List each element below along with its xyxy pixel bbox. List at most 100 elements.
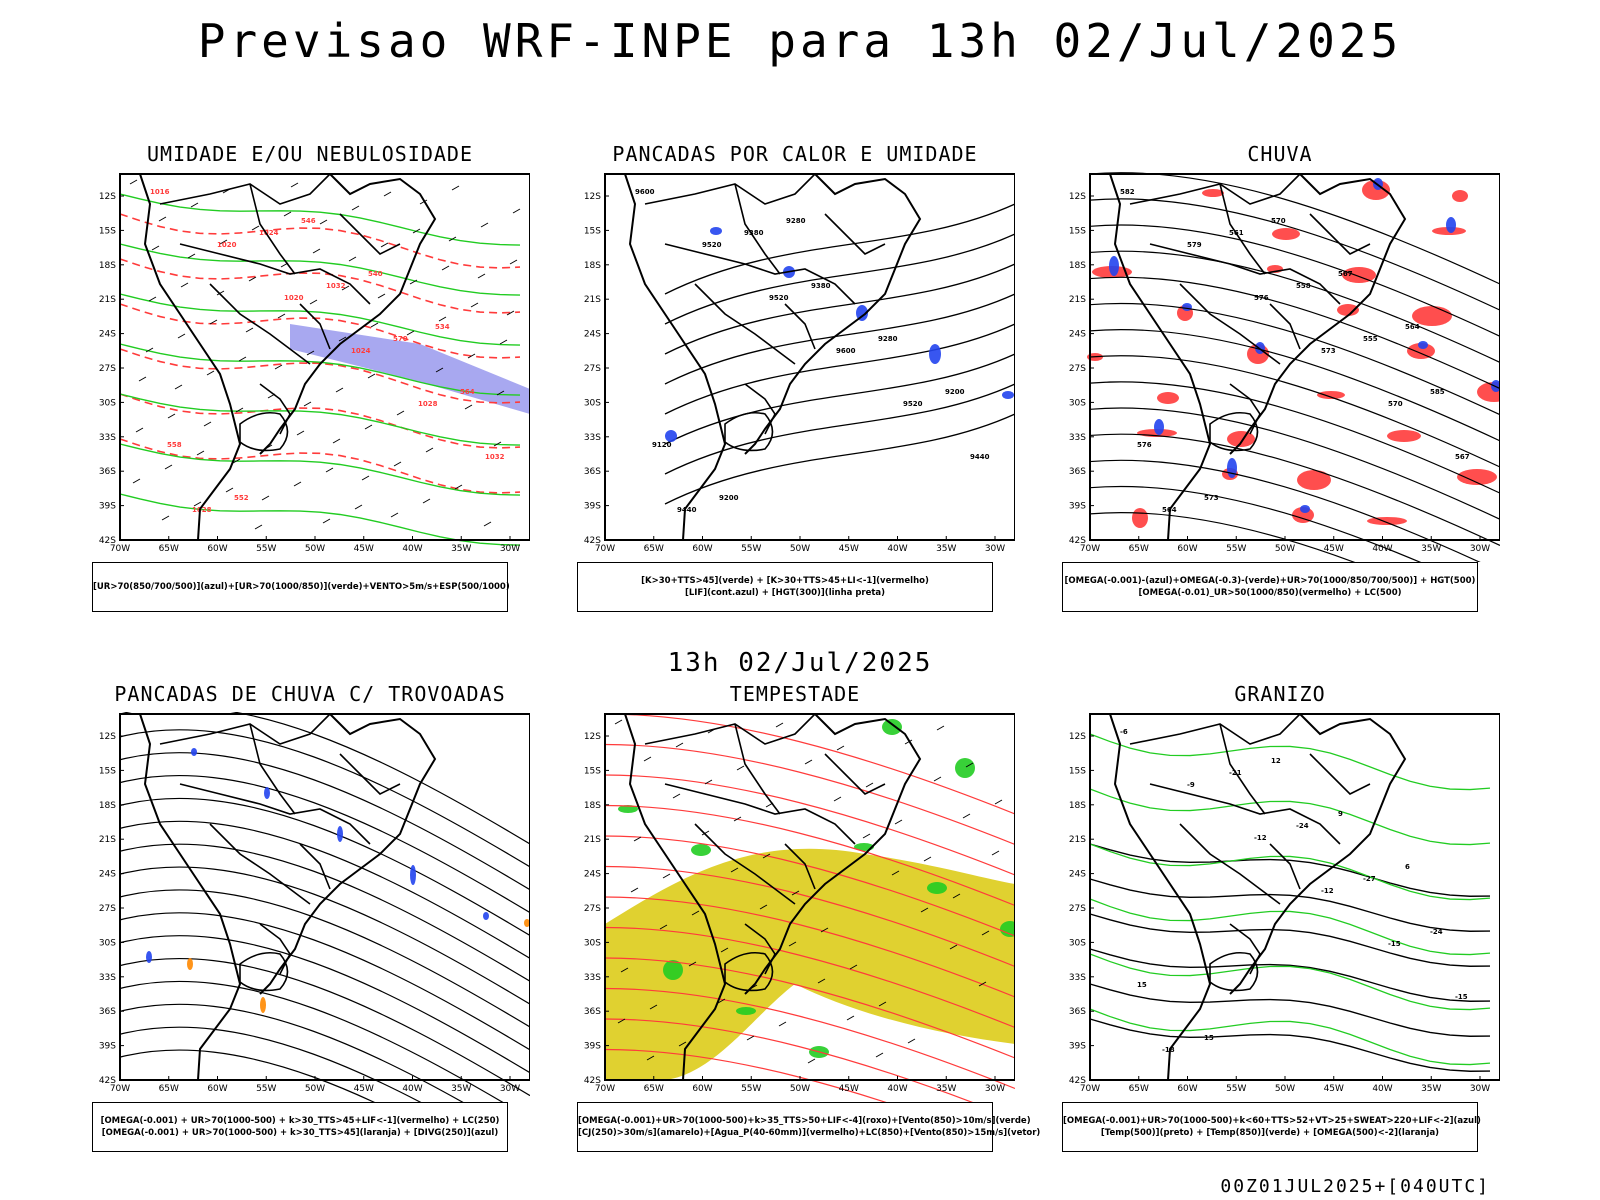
streamline [604, 926, 1015, 1029]
wind-vector [319, 219, 328, 225]
lon-tick-label: 60W [692, 544, 712, 554]
contour-label: -18 [1162, 1046, 1175, 1054]
wind-vector [161, 515, 170, 521]
state-border [784, 843, 816, 890]
lon-tick-label: 60W [692, 1084, 712, 1094]
wind-vector [483, 521, 492, 527]
map-border [119, 173, 530, 541]
panel-legend: [K>30+TTS>45](verde) + [K>30+TTS>45+LI<-… [577, 562, 993, 612]
legend-line: [OMEGA(-0.001)-(azul)+OMEGA(-0.3)-(verde… [1064, 576, 1476, 586]
contour-label: 1032 [485, 453, 505, 461]
lon-tick-label: 40W [887, 1084, 907, 1094]
temp-850-contour [1089, 1008, 1491, 1066]
rain-area [1342, 267, 1376, 283]
lat-tick-label: 36S [99, 1007, 116, 1017]
wind-vector [396, 410, 405, 416]
lon-tick-label: 45W [1324, 544, 1344, 554]
contour-label: -15 [1455, 993, 1468, 1001]
contour-label: 1020 [284, 294, 304, 302]
divergence-area [483, 912, 489, 920]
wind-vector [354, 504, 363, 510]
height-contour [664, 413, 1015, 505]
contour-label: 1032 [326, 282, 346, 290]
streamline [119, 712, 530, 845]
contour-label: 534 [435, 323, 450, 331]
lon-tick-label: 60W [207, 1084, 227, 1094]
east-coastline [744, 173, 922, 455]
page-title: Previsao WRF-INPE para 13h 02/Jul/2025 [197, 14, 1403, 68]
lon-tick-label: 55W [256, 544, 276, 554]
contour-label: 573 [1204, 494, 1219, 502]
omega-area [1418, 341, 1428, 349]
lon-tick-label: 65W [1129, 1084, 1149, 1094]
legend-line: [CJ(250)>30m/s](amarelo)+[Agua_P(40-60mm… [578, 1128, 1041, 1138]
wind-vector [225, 487, 234, 493]
divergence-area [264, 787, 270, 799]
state-border [1179, 823, 1281, 905]
lon-tick-label: 30W [500, 1084, 520, 1094]
east-coastline [744, 713, 922, 995]
lon-tick-label: 70W [595, 544, 615, 554]
wind-vector [949, 944, 958, 950]
wind-vector [477, 273, 486, 279]
lat-tick-label: 27S [99, 904, 116, 914]
wind-vector [730, 867, 739, 873]
streamline [119, 889, 530, 1028]
wind-vector [383, 191, 392, 197]
state-border [1309, 753, 1371, 795]
streamline [119, 958, 530, 1097]
wind-vector [190, 202, 199, 208]
wind-vector [132, 478, 141, 484]
wind-vector [164, 464, 173, 470]
state-border [159, 713, 331, 745]
map-border [119, 713, 530, 1081]
wind-vector [862, 833, 871, 839]
state-border [1129, 173, 1301, 205]
wind-vector [348, 256, 357, 262]
streamline [604, 987, 1015, 1090]
map-frame: 1016 1020 1020 1024 1028 1032 1028 1024 1032 570 5… [119, 173, 530, 546]
streamline [604, 865, 1015, 968]
lat-tick-label: 18S [584, 261, 601, 271]
state-border [824, 213, 886, 255]
divergence-area [410, 865, 416, 885]
run-time-footer: 00Z01JUL2025+[040UTC] [1220, 1176, 1490, 1197]
wind-vector [788, 941, 797, 947]
wind-vector [254, 524, 263, 530]
lat-tick-label: 15S [584, 766, 601, 776]
state-border [734, 723, 781, 815]
state-border [744, 923, 776, 975]
wind-vector [406, 330, 415, 336]
legend-line: [UR>70(850/700/500)](azul)+[UR>70(1000/8… [93, 582, 510, 592]
panel-title: GRANIZO [1234, 682, 1326, 706]
wind-vector [206, 370, 215, 376]
streamline [604, 1018, 974, 1102]
legend-line: [OMEGA(-0.01)_UR>50(1000/850)(vermelho) … [1138, 588, 1402, 598]
wind-vector [878, 1001, 887, 1007]
wind-vector [499, 339, 508, 345]
lon-tick-label: 35W [451, 1084, 471, 1094]
wind-vector [923, 856, 932, 862]
lon-tick-label: 55W [1226, 544, 1246, 554]
legend-line: [Temp(500)](preto) + [Temp(850)](verde) … [1100, 1128, 1440, 1138]
map-umidade: 1016 1020 1020 1024 1028 1032 1028 1024 1032 570 5… [99, 173, 530, 554]
map-border [1089, 173, 1500, 541]
height-contour [664, 293, 1015, 385]
lon-tick-label: 60W [1177, 544, 1197, 554]
wind-vector [704, 779, 713, 785]
wind-vector [322, 518, 331, 524]
contour-label: 573 [1321, 347, 1336, 355]
contour-label: 1024 [259, 229, 279, 237]
contour-label: 564 [1405, 323, 1420, 331]
temp-500-contour [1089, 948, 1491, 1002]
panel-legend: [UR>70(850/700/500)](azul)+[UR>70(1000/8… [92, 562, 510, 612]
contour-label: 570 [1388, 400, 1403, 408]
map-frame: 5825795765735705675645615585555855765735… [1087, 172, 1500, 562]
west-coastline [1109, 713, 1212, 1081]
map-pancadas-calor: 9600 9520 9520 9600 9520 9440 9440 9380 9380 9280… [584, 173, 1015, 554]
lat-tick-label: 30S [1069, 938, 1086, 948]
streamline [1089, 198, 1500, 311]
streamline [1089, 250, 1500, 363]
wind-vector [620, 967, 629, 973]
lon-tick-label: 60W [207, 544, 227, 554]
